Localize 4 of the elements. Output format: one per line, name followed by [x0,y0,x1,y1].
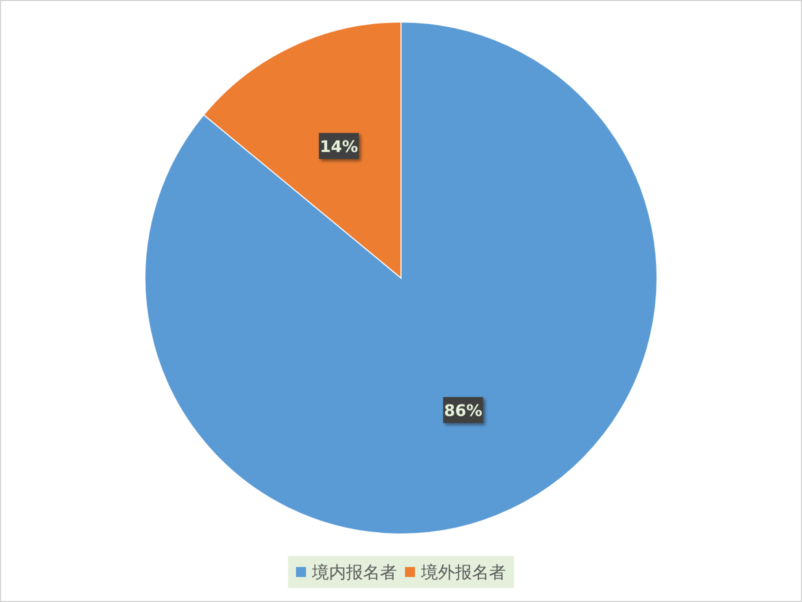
legend-label: 境外报名者 [420,563,506,583]
legend-label: 境内报名者 [311,563,397,583]
data-label: 14% [320,136,358,156]
data-label: 86% [444,401,482,420]
